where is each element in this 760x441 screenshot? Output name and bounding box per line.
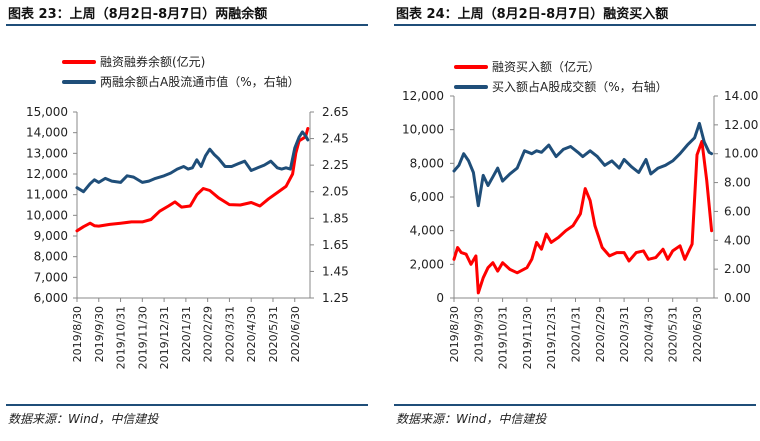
- x-tick-label: 2020/6/30: [289, 306, 302, 362]
- right-tick-label: 4.00: [724, 233, 751, 247]
- source-rule: [394, 404, 756, 406]
- series-line-2: [75, 130, 310, 194]
- right-tick-label: 1.45: [322, 264, 349, 278]
- right-tick-label: 10.00: [724, 147, 758, 161]
- legend-label: 两融余额占A股流通市值（%，右轴）: [100, 74, 300, 89]
- legend-label: 买入额占A股成交额（%，右轴）: [492, 79, 668, 94]
- right-tick-label: 0.00: [724, 291, 751, 305]
- right-tick-label: 2.45: [322, 132, 349, 146]
- x-tick-label: 2019/8/30: [71, 306, 84, 362]
- x-tick-label: 2020/1/31: [180, 306, 193, 362]
- chart-panel-margin-balance: 图表 23：上周（8月2日-8月7日）两融余额 6,000 7,000 8,000 9…: [0, 0, 370, 441]
- x-tick-label: 2020/3/31: [618, 306, 631, 362]
- x-tick-label: 2020/2/29: [202, 306, 215, 362]
- left-tick-label: 15,000: [26, 105, 68, 119]
- left-tick-label: 14,000: [26, 126, 68, 140]
- left-tick-label: 13,000: [26, 146, 68, 160]
- title-rule: [394, 24, 756, 26]
- left-tick-label: 0: [436, 291, 444, 305]
- x-tick-label: 2020/3/31: [223, 306, 236, 362]
- margin-purchase-chart: 0 2,000 4,000 6,000 8,000 10,000 12,000 0.00 2.0…: [402, 59, 758, 369]
- right-tick-label: 1.65: [322, 238, 349, 252]
- left-tick-label: 4,000: [410, 224, 444, 238]
- x-tick-label: 2020/4/30: [245, 306, 258, 362]
- left-tick-label: 8,000: [34, 250, 68, 264]
- x-tick-label: 2019/8/30: [448, 306, 461, 362]
- x-tick-label: 2020/1/31: [569, 306, 582, 362]
- x-tick-label: 2019/10/31: [497, 306, 510, 369]
- right-tick-label: 2.25: [322, 158, 349, 172]
- right-tick-label: 8.00: [724, 176, 751, 190]
- left-tick-label: 2,000: [410, 257, 444, 271]
- chart-panel-margin-purchase: 图表 24：上周（8月2日-8月7日）融资买入额 0 2,000 4,000 6,00…: [388, 0, 758, 441]
- series-line-1: [452, 139, 714, 295]
- x-tick-label: 2020/5/31: [667, 306, 680, 362]
- x-tick-label: 2019/10/31: [115, 306, 128, 369]
- x-tick-label: 2019/12/31: [158, 306, 171, 369]
- left-tick-label: 12,000: [402, 89, 444, 103]
- x-tick-label: 2019/9/30: [472, 306, 485, 362]
- left-tick-label: 8,000: [410, 156, 444, 170]
- right-tick-label: 2.05: [322, 185, 349, 199]
- x-tick-label: 2019/11/30: [136, 306, 149, 369]
- left-tick-label: 7,000: [34, 270, 68, 284]
- left-tick-label: 9,000: [34, 229, 68, 243]
- right-tick-label: 6.00: [724, 204, 751, 218]
- right-tick-label: 12.00: [724, 118, 758, 132]
- legend-label: 融资融券余额(亿元): [100, 54, 205, 69]
- x-tick-label: 2019/9/30: [93, 306, 106, 362]
- left-tick-label: 6,000: [34, 291, 68, 305]
- x-tick-label: 2020/4/30: [642, 306, 655, 362]
- chart-title: 图表 24：上周（8月2日-8月7日）融资买入额: [396, 7, 669, 22]
- x-tick-label: 2020/5/31: [267, 306, 280, 362]
- x-tick-label: 2019/11/30: [521, 306, 534, 369]
- left-tick-label: 11,000: [26, 188, 68, 202]
- right-tick-label: 1.85: [322, 211, 349, 225]
- left-tick-label: 10,000: [26, 208, 68, 222]
- x-tick-label: 2020/2/29: [594, 306, 607, 362]
- legend-label: 融资买入额（亿元）: [492, 59, 600, 74]
- right-tick-label: 2.65: [322, 105, 349, 119]
- title-rule: [6, 24, 368, 26]
- series-line-2: [452, 121, 714, 208]
- source-rule: [6, 404, 368, 406]
- series-line-1: [75, 127, 310, 233]
- x-tick-label: 2019/12/31: [545, 306, 558, 369]
- left-tick-label: 12,000: [26, 167, 68, 181]
- right-tick-label: 2.00: [724, 262, 751, 276]
- chart-title: 图表 23：上周（8月2日-8月7日）两融余额: [8, 7, 268, 22]
- x-tick-label: 2020/6/30: [691, 306, 704, 362]
- left-tick-label: 6,000: [410, 190, 444, 204]
- chart-source: 数据来源：Wind，中信建投: [396, 412, 547, 426]
- right-tick-label: 14.00: [724, 89, 758, 103]
- right-tick-label: 1.25: [322, 291, 349, 305]
- margin-balance-chart: 6,000 7,000 8,000 9,000 10,000 11,000 12,000 13…: [26, 54, 349, 369]
- chart-source: 数据来源：Wind，中信建投: [8, 412, 159, 426]
- left-tick-label: 10,000: [402, 123, 444, 137]
